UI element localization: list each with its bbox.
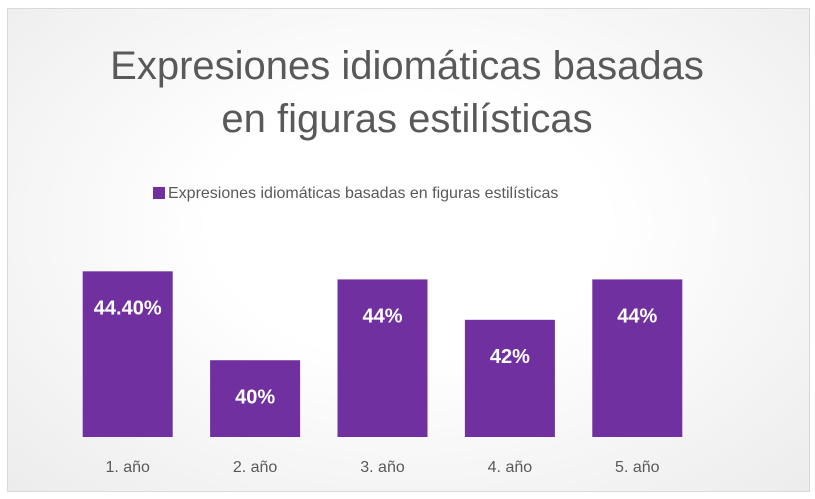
data-label: 44% [362, 306, 402, 328]
x-tick-label: 3. año [360, 459, 405, 476]
bar [210, 360, 301, 437]
x-tick-label: 2. año [233, 459, 278, 476]
data-label: 44% [617, 306, 657, 328]
x-tick-label: 5. año [615, 459, 660, 476]
legend-swatch [153, 187, 165, 199]
data-label: 44.40% [94, 298, 162, 320]
x-tick-label: 4. año [488, 459, 533, 476]
x-tick-label: 1. año [105, 459, 150, 476]
bar [464, 319, 555, 437]
data-label: 42% [490, 346, 530, 368]
chart-title: Expresiones idiomáticas basadas en figur… [110, 44, 704, 141]
legend-label: Expresiones idiomáticas basadas en figur… [168, 185, 558, 202]
bar [592, 279, 683, 437]
data-label: 40% [235, 387, 275, 409]
bar [337, 279, 428, 437]
bar [82, 271, 173, 437]
